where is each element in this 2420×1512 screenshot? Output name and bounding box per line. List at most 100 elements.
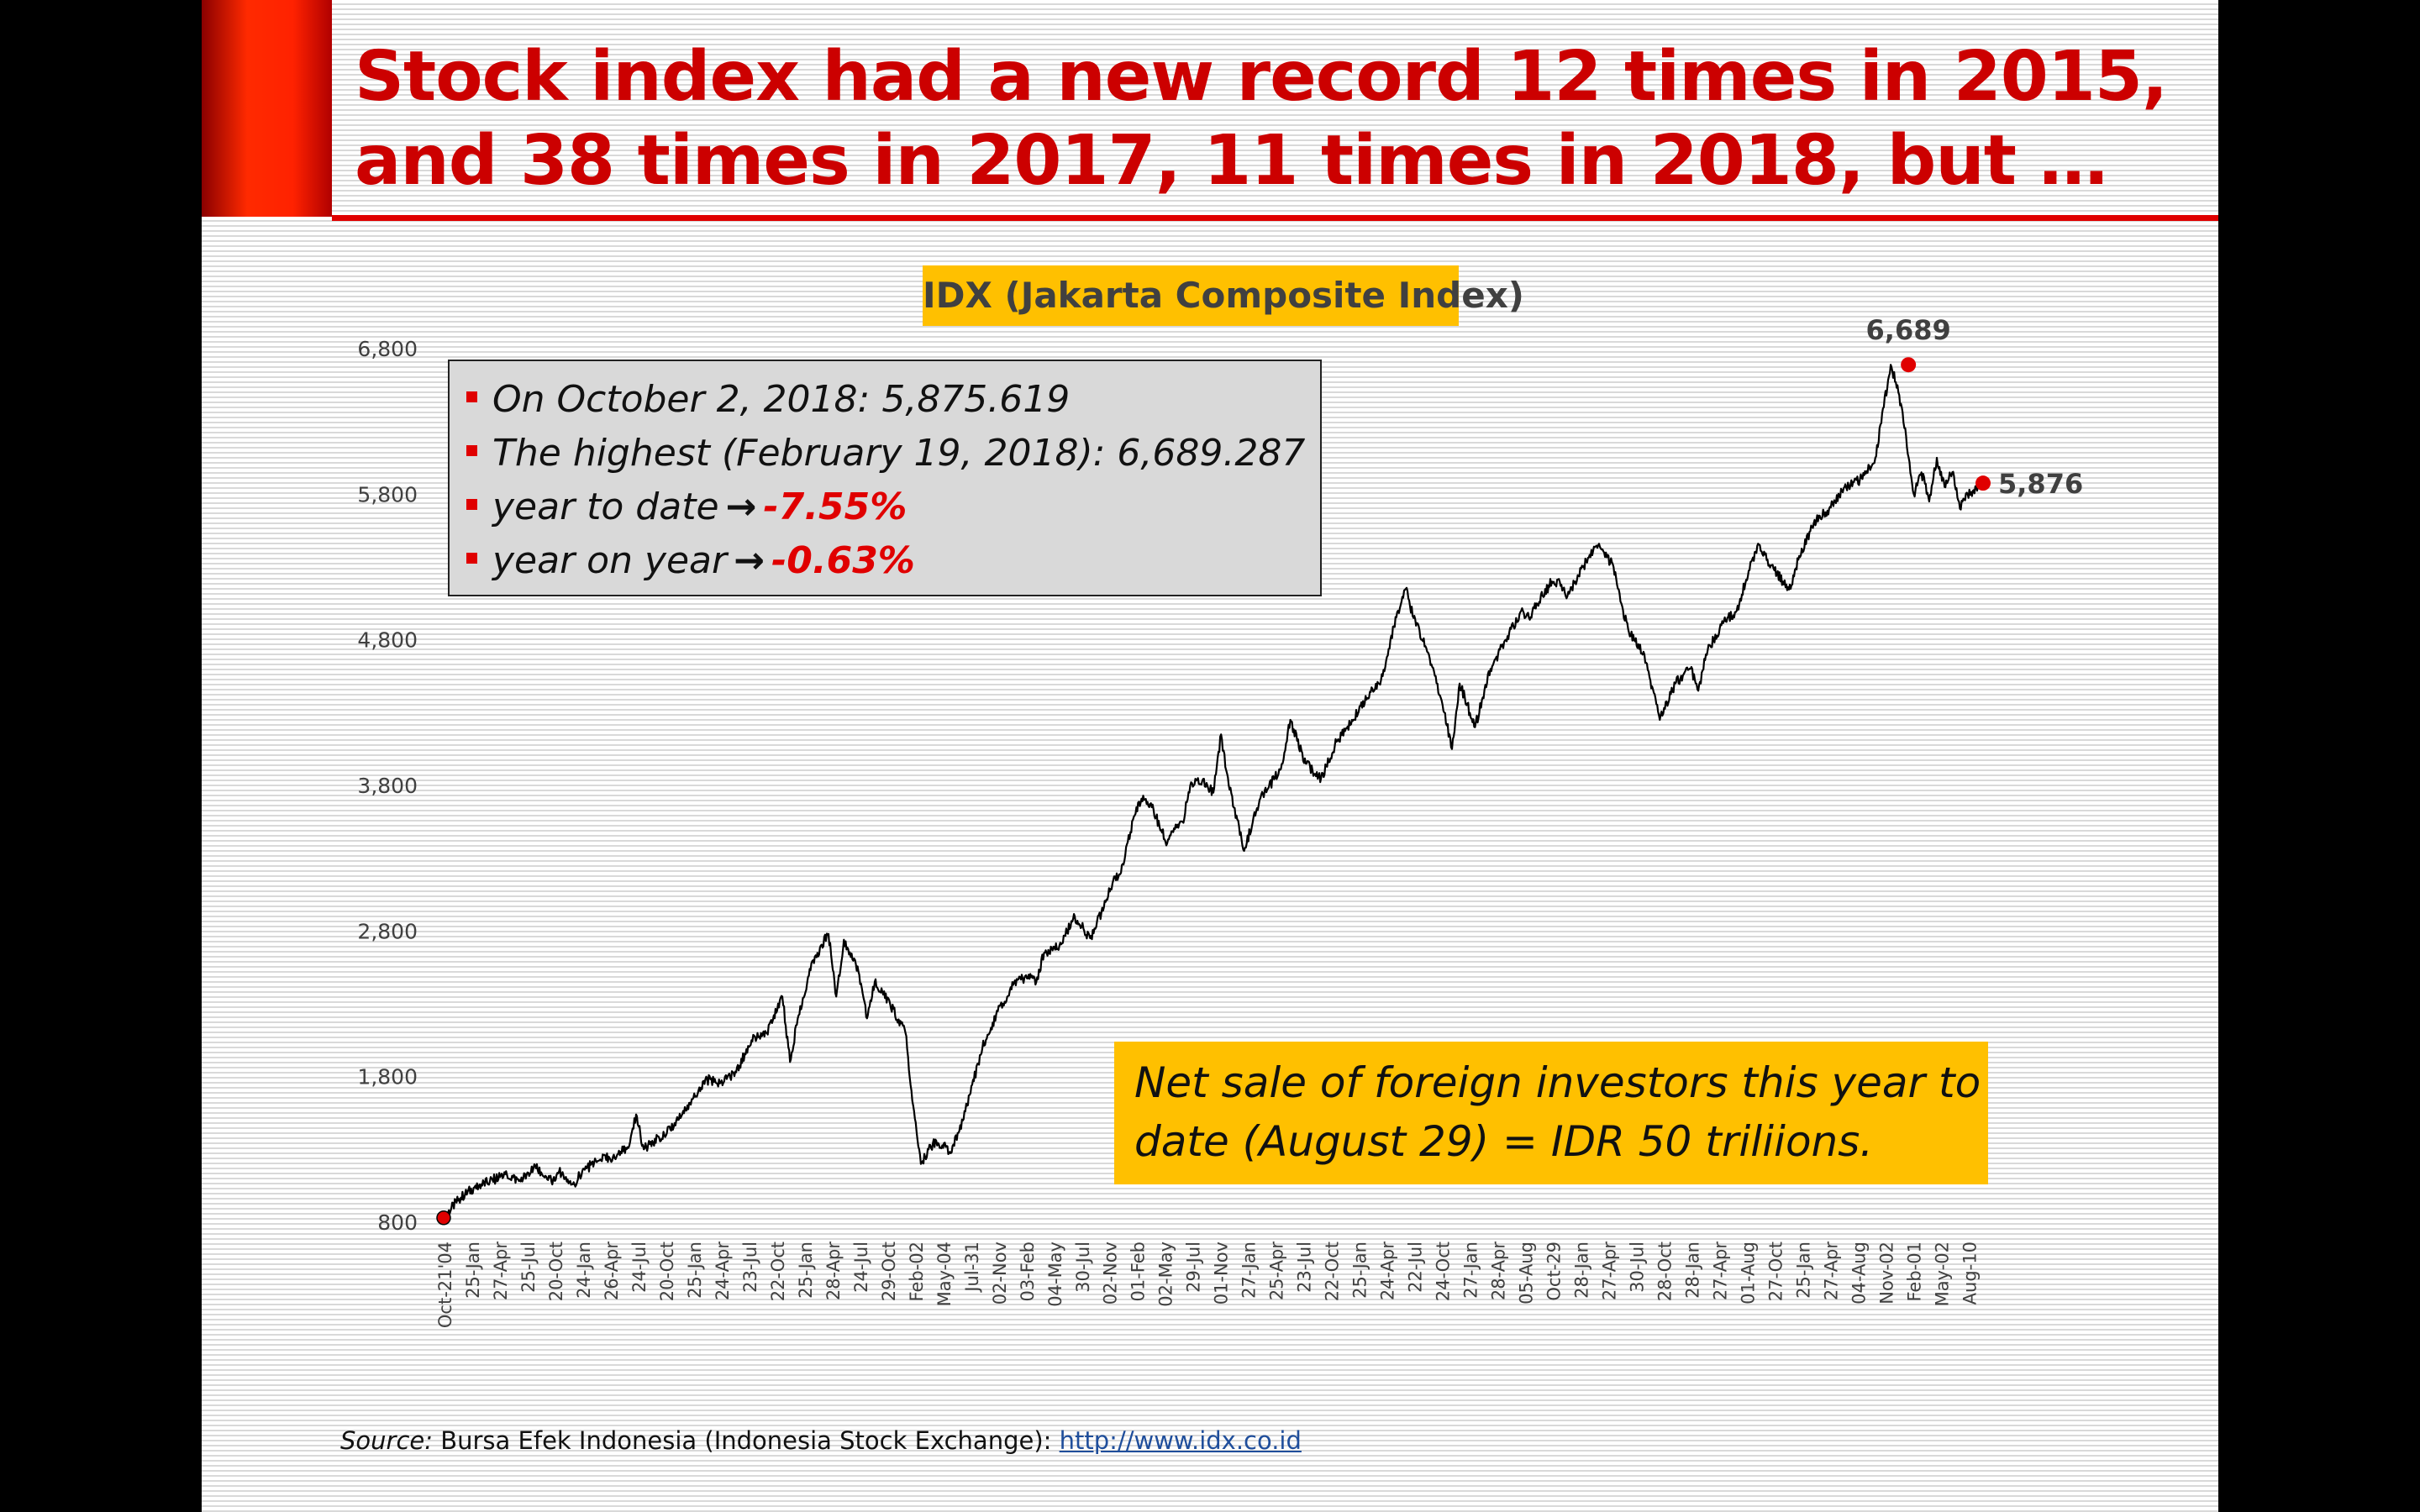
x-tick-label: Oct-21'04 xyxy=(435,1242,455,1328)
y-axis: 800 1,800 2,800 3,800 4,800 5,800 6,800 xyxy=(357,337,418,1235)
arrow-right-icon: → xyxy=(725,486,757,528)
info-highest-text: The highest (February 19, 2018): 6,689.2… xyxy=(492,432,1306,475)
x-tick-label: 23-Jul xyxy=(740,1242,760,1293)
series-group xyxy=(442,364,1985,1221)
title-line-2: and 38 times in 2017, 11 times in 2018, … xyxy=(355,121,2107,201)
x-tick-label: 02-Nov xyxy=(1101,1242,1121,1305)
x-tick-label: 28-Apr xyxy=(1489,1242,1509,1301)
bullet-icon xyxy=(466,498,477,510)
x-tick-label: 27-Oct xyxy=(1765,1242,1786,1301)
y-tick-label: 2,800 xyxy=(357,919,418,943)
x-tick-label: 25-Jan xyxy=(463,1242,483,1299)
x-tick-label: 22-Jul xyxy=(1406,1242,1426,1293)
x-tick-label: Jul-31 xyxy=(962,1242,982,1294)
y-tick-label: 800 xyxy=(377,1210,418,1235)
x-tick-label: 24-Oct xyxy=(1434,1242,1454,1301)
x-tick-label: 04-Aug xyxy=(1849,1242,1869,1305)
source-label: Source: xyxy=(340,1426,434,1455)
note-line-2: date (August 29) = IDR 50 triliions. xyxy=(1134,1117,1874,1166)
x-tick-label: 24-Jul xyxy=(629,1242,650,1293)
x-tick-label: 30-Jul xyxy=(1628,1242,1648,1293)
slide: Stock index had a new record 12 times in… xyxy=(202,0,2218,1512)
source-link[interactable]: http://www.idx.co.id xyxy=(1059,1426,1302,1455)
note-line-1: Net sale of foreign investors this year … xyxy=(1134,1058,1981,1107)
x-tick-label: Feb-01 xyxy=(1904,1242,1924,1301)
chart-title: IDX (Jakarta Composite Index) xyxy=(923,265,1524,326)
title-accent-bar xyxy=(202,0,332,217)
arrow-right-icon: → xyxy=(734,539,765,582)
x-tick-label: 25-Jul xyxy=(518,1242,539,1293)
y-tick-label: 5,800 xyxy=(357,482,418,507)
x-tick-label: 25-Apr xyxy=(1267,1242,1287,1301)
x-tick-label: 02-Nov xyxy=(990,1242,1010,1305)
x-tick-label: May-04 xyxy=(934,1242,955,1306)
start-marker xyxy=(436,1210,451,1226)
x-tick-label: 01-Aug xyxy=(1738,1242,1758,1305)
annotation-label: 6,689 xyxy=(1866,314,1951,346)
series-line-idx xyxy=(442,364,1985,1221)
x-tick-label: 22-Oct xyxy=(768,1242,788,1301)
ytd-value: -7.55% xyxy=(763,486,908,528)
bullet-icon xyxy=(466,391,477,402)
x-tick-label: Aug-10 xyxy=(1960,1242,1980,1305)
x-tick-label: 24-Jan xyxy=(574,1242,594,1299)
y-tick-label: 1,800 xyxy=(357,1065,418,1089)
x-tick-label: 24-Apr xyxy=(713,1242,733,1301)
x-tick-label: 01-Nov xyxy=(1212,1242,1232,1305)
bullet-icon xyxy=(466,552,477,564)
x-tick-label: 29-Jul xyxy=(1184,1242,1204,1293)
x-tick-label: Oct-29 xyxy=(1544,1242,1565,1301)
x-tick-label: 24-Jul xyxy=(851,1242,871,1293)
info-line-yoy: year on year → -0.63% xyxy=(466,534,1303,588)
idx-line-chart: 800 1,800 2,800 3,800 4,800 5,800 6,800 Oct-21… xyxy=(357,314,2083,1328)
x-tick-label: 26-Apr xyxy=(602,1242,622,1301)
x-tick-label: 27-Jan xyxy=(1239,1242,1260,1299)
x-tick-label: 25-Jan xyxy=(796,1242,816,1299)
annotation-label: 5,876 xyxy=(1998,468,2083,500)
marker-group: 6,689 5,876 xyxy=(436,314,2083,1226)
x-tick-label: 04-May xyxy=(1045,1242,1065,1307)
x-tick-label: 28-Apr xyxy=(823,1242,844,1301)
y-tick-label: 4,800 xyxy=(357,628,418,653)
x-tick-label: 24-Apr xyxy=(1378,1242,1398,1301)
slide-title: Stock index had a new record 12 times in… xyxy=(355,35,2212,203)
x-tick-label: 27-Apr xyxy=(491,1242,511,1301)
info-line-current: On October 2, 2018: 5,875.619 xyxy=(466,373,1303,427)
x-tick-label: 28-Jan xyxy=(1683,1242,1703,1299)
title-line-1: Stock index had a new record 12 times in… xyxy=(355,37,2168,117)
x-tick-label: 22-Oct xyxy=(1323,1242,1343,1301)
x-tick-label: 28-Oct xyxy=(1655,1242,1676,1301)
yoy-value: -0.63% xyxy=(771,539,915,582)
x-tick-label: 02-May xyxy=(1156,1242,1176,1307)
info-line-ytd: year to date → -7.55% xyxy=(466,480,1303,534)
x-tick-label: Feb-02 xyxy=(907,1242,927,1301)
x-tick-label: 27-Apr xyxy=(1600,1242,1620,1301)
yoy-label: year on year xyxy=(492,539,728,582)
ytd-label: year to date xyxy=(492,486,719,528)
x-tick-label: 05-Aug xyxy=(1517,1242,1537,1305)
x-tick-label: 03-Feb xyxy=(1018,1242,1038,1301)
x-tick-label: 20-Oct xyxy=(546,1242,566,1301)
x-tick-label: 25-Jan xyxy=(685,1242,705,1299)
source-text: Bursa Efek Indonesia (Indonesia Stock Ex… xyxy=(433,1426,1060,1455)
x-tick-label: Nov-02 xyxy=(1876,1242,1897,1305)
info-current-text: On October 2, 2018: 5,875.619 xyxy=(492,378,1071,421)
title-underline xyxy=(332,215,2218,221)
x-tick-label: 27-Apr xyxy=(1711,1242,1731,1301)
x-tick-label: 27-Jan xyxy=(1461,1242,1481,1299)
x-tick-label: 28-Jan xyxy=(1572,1242,1592,1299)
x-tick-label: 29-Oct xyxy=(879,1242,899,1301)
y-tick-label: 6,800 xyxy=(357,337,418,361)
x-tick-label: 25-Jan xyxy=(1793,1242,1813,1299)
x-tick-label: 01-Feb xyxy=(1128,1242,1149,1301)
annotation-marker xyxy=(1975,475,1991,491)
x-tick-label: 27-Apr xyxy=(1821,1242,1841,1301)
y-tick-label: 3,800 xyxy=(357,774,418,798)
x-tick-label: May-02 xyxy=(1932,1242,1952,1306)
foreign-investor-note: Net sale of foreign investors this year … xyxy=(1114,1042,1988,1184)
source-citation: Source: Bursa Efek Indonesia (Indonesia … xyxy=(340,1426,1302,1455)
info-line-highest: The highest (February 19, 2018): 6,689.2… xyxy=(466,427,1306,480)
x-axis: Oct-21'04 25-Jan 27-Apr 25-Jul 20-Oct 24-Jan 2… xyxy=(435,1242,1980,1328)
x-tick-label: 30-Jul xyxy=(1073,1242,1093,1293)
bullet-icon xyxy=(466,444,477,456)
